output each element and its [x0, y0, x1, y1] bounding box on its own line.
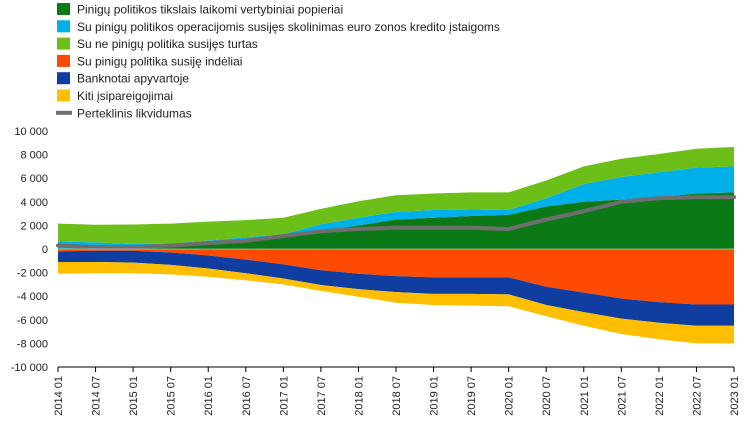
x-axis: 2014 01 2014 07 2015 01 2015 07 2016 01 2016 … [53, 366, 741, 416]
x-tick-label-2: 2015 01 [128, 376, 140, 416]
area-layers [58, 146, 734, 344]
y-tick-label-9: -8 000 [17, 338, 48, 350]
legend-label-1: Su pinigų politikos operacijomis susijęs… [77, 20, 500, 34]
x-tick-label-6: 2017 01 [278, 376, 290, 416]
x-tick-label-16: 2022 01 [654, 376, 666, 416]
y-tick-label-0: 10 000 [14, 126, 48, 138]
x-tick-label-9: 2018 07 [391, 376, 403, 416]
x-tick-label-10: 2019 01 [429, 376, 441, 416]
legend-item-2: Su ne pinigų politika susijęs turtas [57, 37, 258, 51]
x-tick-label-8: 2018 01 [353, 376, 365, 416]
area-negative-1 [58, 250, 734, 326]
y-tick-label-2: 6 000 [20, 173, 48, 185]
area-positive-1 [58, 166, 734, 249]
plot-area [56, 146, 736, 344]
area-positive-2 [58, 146, 734, 244]
legend-item-3: Su pinigų politika susiję indėliai [57, 54, 242, 68]
legend-label-5: Kiti įsipareigojimai [77, 89, 173, 103]
area-negative-0 [58, 249, 734, 305]
legend-swatch-1 [57, 20, 70, 33]
legend-label-4: Banknotai apyvartoje [77, 72, 189, 86]
legend-swatch-4 [57, 72, 70, 85]
y-tick-label-8: -6 000 [17, 315, 48, 327]
x-tick-label-11: 2019 07 [466, 376, 478, 416]
legend-swatch-2 [57, 37, 70, 50]
y-tick-label-6: -2 000 [17, 268, 48, 280]
y-tick-label-10: -10 000 [11, 362, 48, 374]
legend-label-0: Pinigų politikos tikslais laikomi vertyb… [77, 3, 343, 17]
x-tick-label-15: 2021 07 [616, 376, 628, 416]
legend-item-1: Su pinigų politikos operacijomis susijęs… [57, 20, 500, 34]
y-tick-label-7: -4 000 [17, 291, 48, 303]
legend-item-5: Kiti įsipareigojimai [57, 89, 173, 103]
legend-swatch-5 [57, 89, 70, 102]
area-negative-2 [58, 261, 734, 344]
y-tick-label-4: 2 000 [20, 220, 48, 232]
line-layers [56, 195, 736, 250]
y-tick-label-5: 0 [42, 244, 48, 256]
x-tick-label-17: 2022 07 [691, 376, 703, 416]
legend-label-6: Perteklinis likvidumas [77, 106, 192, 120]
legend-item-0: Pinigų politikos tikslais laikomi vertyb… [57, 3, 343, 17]
x-tick-label-4: 2016 01 [203, 376, 215, 416]
y-tick-label-3: 4 000 [20, 197, 48, 209]
line-0 [56, 195, 736, 250]
x-tick-label-14: 2021 01 [579, 376, 591, 416]
x-tick-label-12: 2020 01 [504, 376, 516, 416]
y-axis: 10 000 8 000 6 000 4 000 2 000 0 -2 000 -4 000 -… [11, 126, 48, 374]
legend-item-6: Perteklinis likvidumas [56, 106, 192, 120]
x-tick-label-3: 2015 07 [166, 376, 178, 416]
x-tick-label-13: 2020 07 [541, 376, 553, 416]
legend-swatch-3 [57, 54, 70, 67]
x-tick-label-5: 2016 07 [241, 376, 253, 416]
legend-swatch-0 [57, 3, 70, 15]
x-tick-label-7: 2017 07 [316, 376, 328, 416]
x-tick-label-0: 2014 01 [53, 376, 65, 416]
legend-label-2: Su ne pinigų politika susijęs turtas [77, 37, 258, 51]
x-tick-label-18: 2023 01 [729, 376, 741, 416]
area-positive-0 [58, 192, 734, 249]
x-tick-label-1: 2014 07 [91, 376, 103, 416]
legend-swatch-6 [56, 110, 72, 115]
legend-label-3: Su pinigų politika susiję indėliai [77, 54, 242, 68]
legend: Pinigų politikos tikslais laikomi vertyb… [56, 3, 500, 120]
y-tick-label-1: 8 000 [20, 150, 48, 162]
legend-item-4: Banknotai apyvartoje [57, 72, 189, 86]
